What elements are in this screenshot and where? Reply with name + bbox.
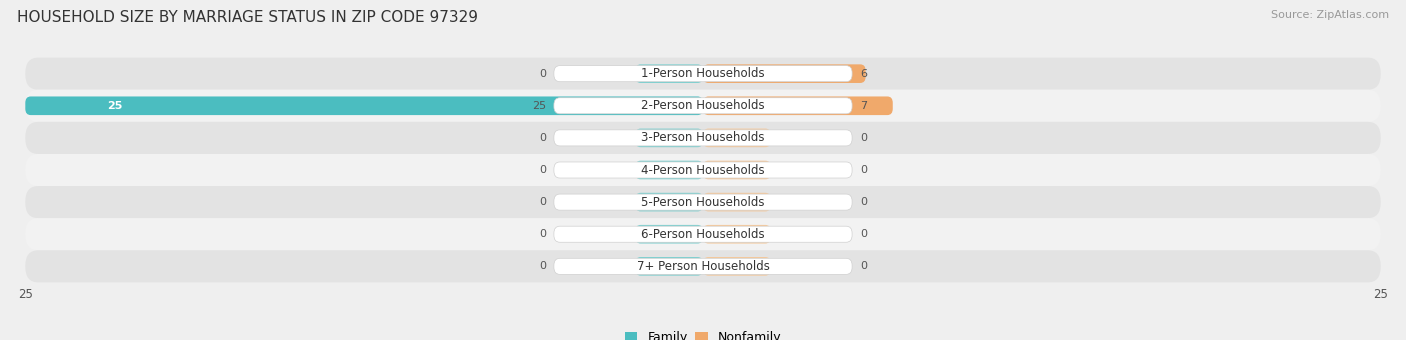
Text: Source: ZipAtlas.com: Source: ZipAtlas.com bbox=[1271, 10, 1389, 20]
FancyBboxPatch shape bbox=[703, 97, 893, 115]
FancyBboxPatch shape bbox=[554, 66, 852, 82]
Text: 7+ Person Households: 7+ Person Households bbox=[637, 260, 769, 273]
Text: 0: 0 bbox=[860, 133, 868, 143]
Text: 0: 0 bbox=[860, 197, 868, 207]
Text: 0: 0 bbox=[860, 261, 868, 271]
FancyBboxPatch shape bbox=[703, 225, 770, 243]
FancyBboxPatch shape bbox=[25, 90, 1381, 122]
FancyBboxPatch shape bbox=[636, 129, 703, 147]
Text: 25: 25 bbox=[531, 101, 546, 111]
FancyBboxPatch shape bbox=[703, 257, 770, 276]
Text: 0: 0 bbox=[538, 229, 546, 239]
Text: 0: 0 bbox=[538, 69, 546, 79]
FancyBboxPatch shape bbox=[25, 186, 1381, 218]
FancyBboxPatch shape bbox=[554, 98, 852, 114]
FancyBboxPatch shape bbox=[703, 129, 770, 147]
FancyBboxPatch shape bbox=[554, 130, 852, 146]
Text: 6: 6 bbox=[860, 69, 868, 79]
Text: 5-Person Households: 5-Person Households bbox=[641, 195, 765, 209]
FancyBboxPatch shape bbox=[25, 97, 703, 115]
Text: 0: 0 bbox=[860, 165, 868, 175]
Text: 25: 25 bbox=[107, 101, 122, 111]
FancyBboxPatch shape bbox=[25, 57, 1381, 90]
FancyBboxPatch shape bbox=[636, 161, 703, 179]
Text: 7: 7 bbox=[860, 101, 868, 111]
Text: 0: 0 bbox=[860, 229, 868, 239]
Text: 0: 0 bbox=[538, 261, 546, 271]
FancyBboxPatch shape bbox=[636, 193, 703, 211]
Text: 2-Person Households: 2-Person Households bbox=[641, 99, 765, 112]
FancyBboxPatch shape bbox=[554, 194, 852, 210]
Text: 4-Person Households: 4-Person Households bbox=[641, 164, 765, 176]
Text: 3-Person Households: 3-Person Households bbox=[641, 131, 765, 144]
Text: 0: 0 bbox=[538, 133, 546, 143]
FancyBboxPatch shape bbox=[636, 257, 703, 276]
FancyBboxPatch shape bbox=[554, 162, 852, 178]
FancyBboxPatch shape bbox=[703, 193, 770, 211]
Legend: Family, Nonfamily: Family, Nonfamily bbox=[620, 326, 786, 340]
Text: 0: 0 bbox=[538, 165, 546, 175]
FancyBboxPatch shape bbox=[25, 250, 1381, 283]
Text: HOUSEHOLD SIZE BY MARRIAGE STATUS IN ZIP CODE 97329: HOUSEHOLD SIZE BY MARRIAGE STATUS IN ZIP… bbox=[17, 10, 478, 25]
FancyBboxPatch shape bbox=[703, 161, 770, 179]
Text: 6-Person Households: 6-Person Households bbox=[641, 228, 765, 241]
FancyBboxPatch shape bbox=[554, 258, 852, 274]
FancyBboxPatch shape bbox=[703, 64, 866, 83]
FancyBboxPatch shape bbox=[25, 218, 1381, 250]
Text: 1-Person Households: 1-Person Households bbox=[641, 67, 765, 80]
Text: 0: 0 bbox=[538, 197, 546, 207]
FancyBboxPatch shape bbox=[636, 64, 703, 83]
FancyBboxPatch shape bbox=[25, 154, 1381, 186]
FancyBboxPatch shape bbox=[636, 225, 703, 243]
FancyBboxPatch shape bbox=[554, 226, 852, 242]
FancyBboxPatch shape bbox=[25, 122, 1381, 154]
